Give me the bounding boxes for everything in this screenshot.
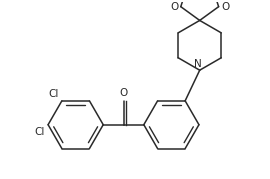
Text: Cl: Cl — [48, 89, 59, 99]
Text: O: O — [119, 88, 128, 98]
Text: Cl: Cl — [35, 127, 45, 137]
Text: O: O — [221, 2, 229, 12]
Text: O: O — [170, 2, 178, 12]
Text: N: N — [194, 59, 202, 69]
